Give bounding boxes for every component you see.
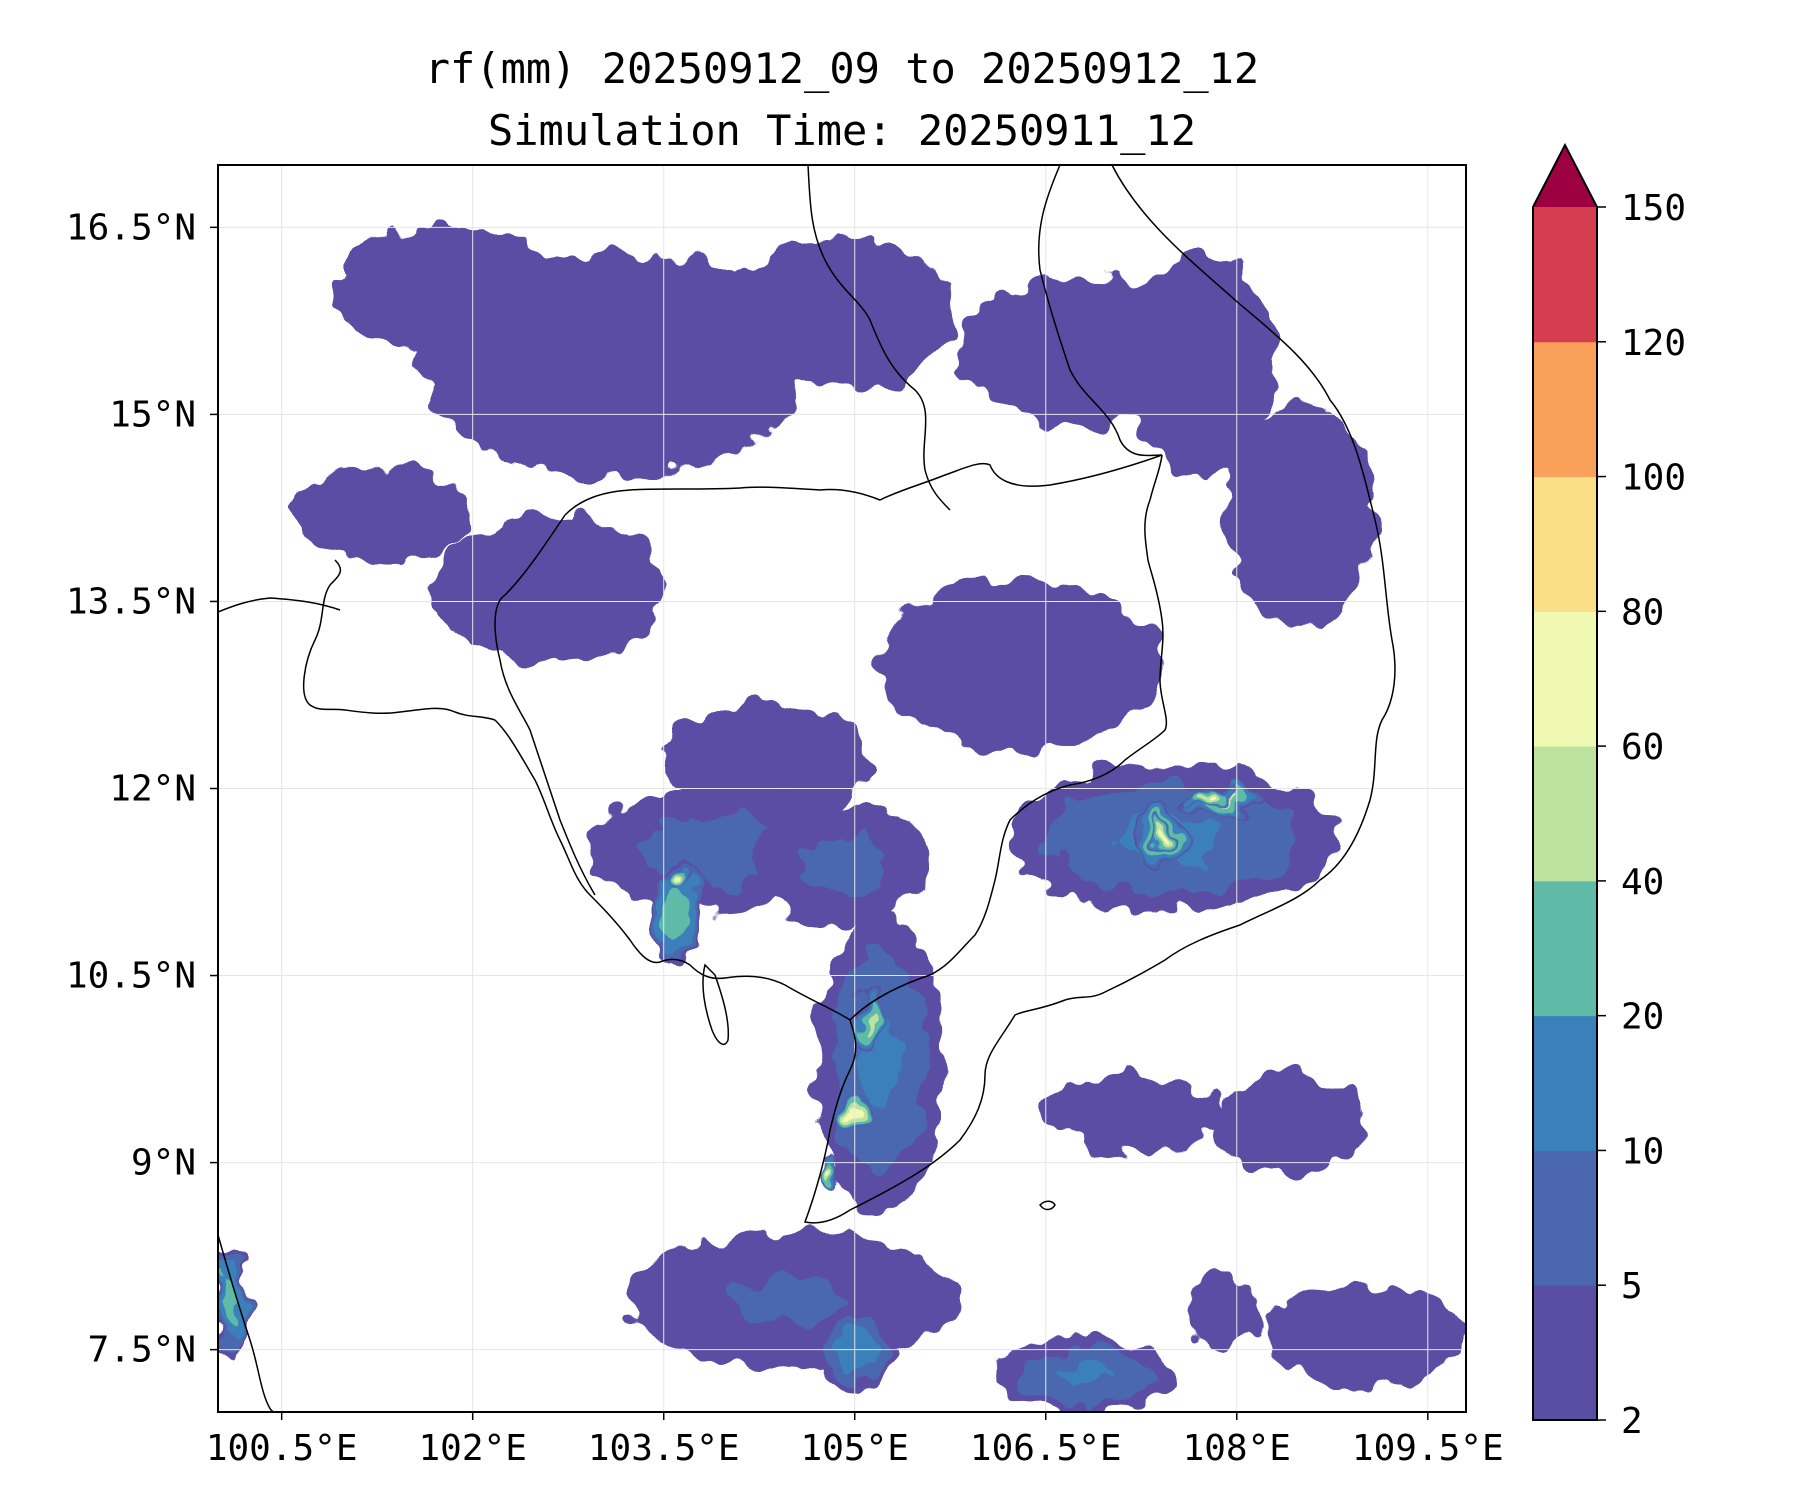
- rain-area: [421, 252, 804, 477]
- rain-band-2: [294, 464, 473, 565]
- rain-area: [434, 514, 664, 664]
- rain-area: [819, 1160, 840, 1191]
- rain-band-2: [1045, 1075, 1225, 1151]
- rain-band-2: [1262, 1287, 1466, 1388]
- map-title: rf(mm) 20250912_09 to 20250912_12 Simula…: [218, 38, 1466, 162]
- cambodia-vietnam-border: [849, 454, 1168, 1021]
- title-line-1: rf(mm) 20250912_09 to 20250912_12: [424, 44, 1260, 93]
- y-tick-label: 7.5°N: [88, 1330, 196, 1371]
- x-tick-label: 103.5°E: [588, 1428, 740, 1469]
- y-tick-label: 9°N: [131, 1143, 196, 1184]
- colorbar-segment: [1533, 207, 1597, 343]
- rain-band-5: [798, 832, 886, 894]
- rain-area: [1262, 1287, 1466, 1388]
- rain-area: [1150, 823, 1171, 854]
- colorbar-segment: [1533, 880, 1597, 1017]
- rain-area: [727, 239, 957, 390]
- colorbar-extend-arrow: [1533, 145, 1597, 207]
- colorbar-label: 40: [1621, 862, 1664, 903]
- y-tick-label: 12°N: [109, 769, 196, 810]
- rain-band-2: [421, 252, 804, 477]
- rain-band-2: [880, 576, 1161, 752]
- x-tick-label: 108°E: [1183, 1428, 1291, 1469]
- rain-area: [666, 865, 687, 886]
- rain-band-10: [1055, 1362, 1113, 1387]
- thailand-myanmar-border: [218, 597, 341, 613]
- gridlines: [218, 165, 1466, 1412]
- laos-vietnam-border: [807, 165, 951, 511]
- rain-area: [880, 576, 1161, 752]
- colorbar-segment: [1533, 476, 1597, 612]
- rain-area: [1188, 786, 1235, 804]
- colorbar-segment: [1533, 1285, 1597, 1421]
- rain-band-2: [1211, 1075, 1365, 1176]
- x-tick-label: 106.5°E: [970, 1428, 1122, 1469]
- mekong-delta-coastline: [803, 999, 1066, 1224]
- title-line-2: Simulation Time: 20250911_12: [487, 106, 1196, 155]
- axis-ticks: 100.5°E 102°E 103.5°E 105°E 106.5°E 108°E 109.…: [66, 207, 1504, 1469]
- y-tick-label: 10.5°N: [66, 956, 196, 997]
- rain-area: [752, 800, 932, 926]
- rain-band-60: [673, 873, 680, 879]
- rain-area: [218, 1249, 250, 1350]
- rain-band-5: [731, 1274, 852, 1325]
- phu-quoc-island: [702, 963, 730, 1046]
- colorbar-label: 100: [1621, 458, 1686, 499]
- gulf-coastline: [494, 719, 851, 1021]
- x-tick-label: 109.5°E: [1352, 1428, 1504, 1469]
- rain-band-60: [1205, 792, 1218, 798]
- colorbar-segment: [1533, 1015, 1597, 1151]
- x-tick-label: 105°E: [801, 1428, 909, 1469]
- rain-band-60: [1157, 834, 1164, 843]
- rain-band-2: [1185, 1274, 1263, 1350]
- colorbar-label: 2: [1621, 1401, 1643, 1442]
- thailand-cambodia-border: [494, 514, 596, 896]
- rain-area: [1185, 1274, 1263, 1350]
- x-tick-label: 100.5°E: [206, 1428, 358, 1469]
- rain-band-40: [863, 1017, 872, 1034]
- rain-area: [852, 994, 883, 1057]
- colorbar-segment: [1533, 341, 1597, 478]
- colorbar-label: 80: [1621, 592, 1664, 633]
- colorbar-label: 10: [1621, 1131, 1664, 1172]
- colorbar-label: 20: [1621, 997, 1664, 1038]
- coastlines-and-borders: [218, 165, 1396, 1412]
- colorbar-segment: [1533, 746, 1597, 882]
- colorbar-segment: [1533, 611, 1597, 747]
- colorbar-segment: [1533, 1150, 1597, 1286]
- thailand-coastline: [302, 559, 496, 721]
- y-tick-label: 15°N: [109, 394, 196, 435]
- rain-band-2: [434, 514, 664, 664]
- con-son-island: [1039, 1200, 1056, 1211]
- rain-area: [994, 1337, 1174, 1412]
- rain-band-60: [826, 1170, 833, 1180]
- cambodia-laos-border: [564, 454, 1163, 516]
- y-tick-label: 13.5°N: [66, 581, 196, 622]
- rain-band-20: [664, 887, 689, 939]
- colorbar: 2 5 10 20 40 60 80 100 120 150: [1532, 142, 1686, 1442]
- peninsula-coastline: [218, 1234, 276, 1412]
- rain-band-2: [727, 239, 957, 390]
- thailand-laos-border: [1037, 165, 1163, 457]
- colorbar-label: 120: [1621, 323, 1686, 364]
- rain-band-2: [1224, 401, 1377, 627]
- colorbar-label: 60: [1621, 727, 1664, 768]
- rainfall-contours: [218, 227, 1466, 1412]
- colorbar-label: 5: [1621, 1266, 1643, 1307]
- rain-area: [1045, 1075, 1225, 1151]
- rain-area: [1224, 401, 1377, 627]
- rain-area: [625, 1231, 957, 1369]
- vietnam-coastline: [1064, 165, 1396, 1001]
- colorbar-outline: [1532, 142, 1598, 1421]
- rain-band-20: [222, 1277, 240, 1323]
- colorbar-label: 150: [1621, 188, 1686, 229]
- rain-area: [294, 464, 473, 565]
- y-tick-label: 16.5°N: [66, 207, 196, 248]
- x-tick-label: 102°E: [419, 1428, 527, 1469]
- rain-area: [1211, 1075, 1365, 1176]
